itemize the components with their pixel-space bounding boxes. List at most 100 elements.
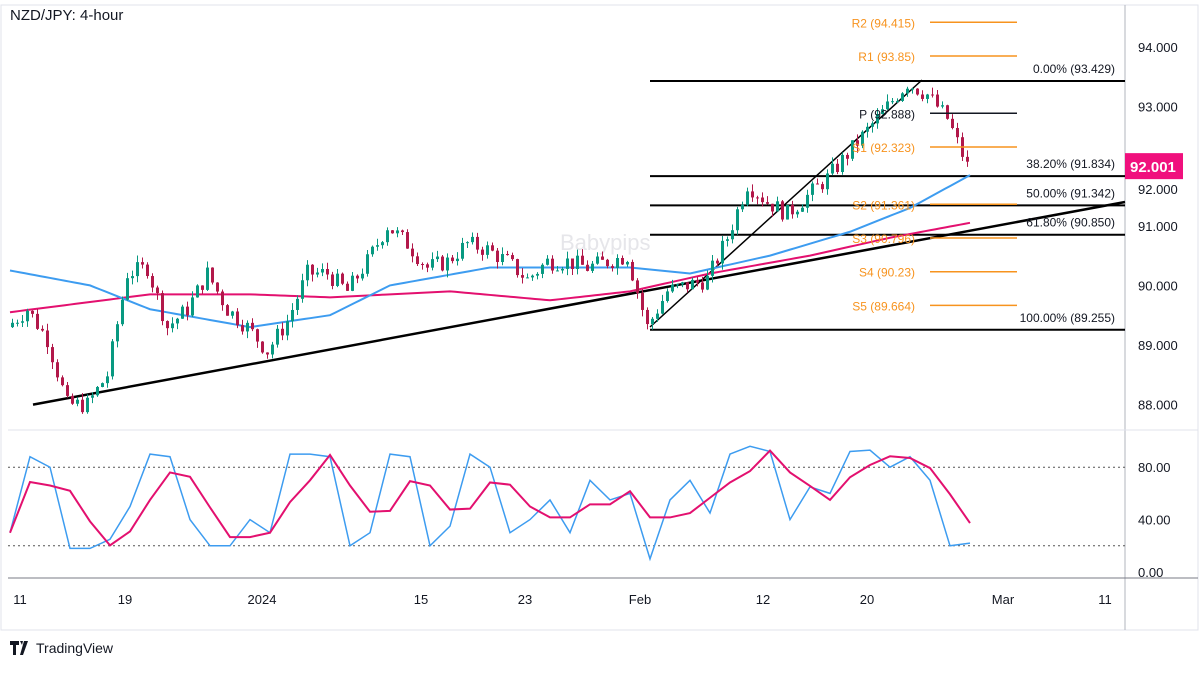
candle-body	[636, 280, 639, 293]
candle-body	[591, 263, 594, 271]
candle-body	[716, 260, 719, 264]
candle-body	[391, 230, 394, 234]
candle-body	[551, 258, 554, 271]
candle-body	[446, 257, 449, 271]
candle-body	[696, 279, 699, 283]
stochastic-tick-label: 0.00	[1138, 565, 1163, 580]
candle-body	[916, 88, 919, 95]
candle-body	[731, 230, 734, 240]
candle-body	[361, 273, 364, 279]
candle-body	[396, 230, 399, 234]
pivot-label: R2 (94.415)	[852, 16, 915, 30]
candle-body	[821, 184, 824, 190]
candle-body	[626, 261, 629, 265]
candle-body	[506, 254, 509, 256]
candle-body	[36, 313, 39, 329]
price-chart[interactable]: Babypips 94.000 93.000 92.000 91.000 90.000 8…	[0, 0, 1200, 635]
candle-body	[156, 287, 159, 294]
candle-body	[686, 282, 689, 290]
candle-body	[511, 255, 514, 260]
candle-body	[421, 264, 424, 266]
moving-average-200-line	[9, 221, 971, 314]
candle-body	[676, 284, 679, 286]
candle-body	[646, 309, 649, 325]
candle-body	[476, 236, 479, 250]
candle-body	[26, 310, 29, 322]
candle-body	[811, 183, 814, 195]
candle-body	[941, 105, 944, 107]
candle-body	[966, 156, 969, 162]
candle-body	[436, 256, 439, 260]
candle-body	[246, 322, 249, 332]
candle-body	[216, 282, 219, 292]
candle-body	[471, 236, 474, 243]
candle-body	[956, 127, 959, 138]
candle-body	[221, 291, 224, 306]
candle-body	[321, 268, 324, 273]
candle-body	[926, 94, 929, 99]
candle-body	[931, 94, 934, 96]
candle-body	[276, 328, 279, 345]
candle-body	[11, 322, 14, 328]
candle-body	[456, 258, 459, 262]
candle-body	[901, 93, 904, 101]
candle-body	[171, 323, 174, 329]
candle-body	[771, 203, 774, 212]
candle-body	[381, 242, 384, 246]
candle-body	[826, 173, 829, 190]
candle-body	[371, 246, 374, 255]
fib-level-label: 100.00% (89.255)	[1020, 311, 1115, 325]
candle-body	[886, 101, 889, 110]
price-tick-label: 88.000	[1138, 398, 1178, 413]
candle-body	[641, 292, 644, 310]
candle-body	[386, 230, 389, 243]
time-tick-label: 19	[118, 592, 132, 607]
candle-body	[256, 329, 259, 342]
time-tick-label: 11	[13, 592, 27, 607]
candle-body	[441, 256, 444, 271]
watermark: Babypips	[560, 230, 651, 255]
candle-body	[461, 242, 464, 259]
candle-body	[741, 204, 744, 210]
candle-body	[571, 258, 574, 270]
candle-body	[681, 282, 684, 285]
candle-body	[306, 264, 309, 281]
candle-body	[191, 297, 194, 316]
price-tick-label: 89.000	[1138, 338, 1178, 353]
candle-body	[866, 126, 869, 132]
candle-body	[786, 204, 789, 220]
candle-body	[501, 254, 504, 263]
candle-body	[801, 207, 804, 212]
tradingview-logo[interactable]: TradingView	[10, 640, 113, 656]
candle-body	[816, 183, 819, 185]
pivot-label: S5 (89.664)	[852, 299, 915, 313]
candle-body	[701, 282, 704, 290]
candle-body	[921, 94, 924, 99]
candle-body	[76, 399, 79, 404]
candle-body	[271, 344, 274, 355]
candle-body	[141, 262, 144, 265]
candle-body	[846, 154, 849, 159]
candle-body	[426, 264, 429, 268]
candle-body	[906, 88, 909, 94]
candle-body	[151, 276, 154, 288]
time-tick-label: 20	[860, 592, 874, 607]
candle-body	[166, 321, 169, 329]
candle-body	[126, 278, 129, 300]
candle-body	[706, 275, 709, 290]
time-tick-label: 15	[414, 592, 428, 607]
candle-body	[516, 259, 519, 276]
fib-level-label: 50.00% (91.342)	[1026, 186, 1115, 200]
candle-body	[891, 101, 894, 103]
pivot-label: S3 (90.796)	[852, 232, 915, 246]
pivot-label: S4 (90.23)	[859, 266, 915, 280]
stochastic-tick-label: 80.00	[1138, 460, 1171, 475]
price-tick-label: 93.000	[1138, 100, 1178, 115]
candle-body	[231, 311, 234, 316]
candle-body	[71, 395, 74, 404]
candle-body	[781, 201, 784, 220]
candle-body	[861, 131, 864, 146]
candle-body	[791, 204, 794, 215]
candle-body	[671, 284, 674, 292]
candle-body	[876, 114, 879, 124]
